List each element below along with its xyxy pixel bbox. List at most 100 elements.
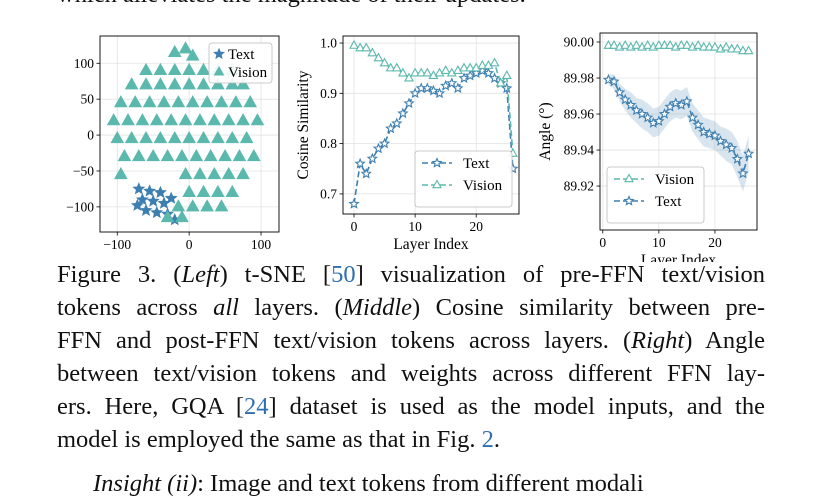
- citation-link[interactable]: 50: [331, 261, 356, 288]
- x-tick-label: 20: [469, 219, 483, 234]
- scatter-point: [135, 113, 150, 126]
- point-marker: [361, 42, 372, 52]
- y-tick-label: 0.7: [320, 186, 337, 201]
- x-tick-label: −100: [103, 237, 131, 252]
- point-marker: [355, 42, 366, 52]
- point-marker: [732, 43, 743, 53]
- y-tick-label: 89.92: [564, 179, 594, 194]
- point-marker: [397, 67, 408, 77]
- scatter-point: [157, 95, 171, 108]
- y-tick-label: −50: [73, 163, 94, 178]
- point-marker: [681, 39, 692, 49]
- point-marker: [489, 57, 500, 67]
- scatter-point: [225, 131, 240, 144]
- caption-text: FFN and post-FFN text/vision tokens acro…: [57, 327, 632, 354]
- legend-label: Text: [463, 156, 490, 172]
- figure-link[interactable]: 2: [481, 426, 494, 453]
- scatter-point: [149, 113, 164, 126]
- scatter-point: [218, 149, 232, 162]
- legend-box: [208, 42, 273, 84]
- point-marker: [488, 72, 501, 84]
- scatter-point: [175, 149, 189, 162]
- point-marker: [709, 41, 720, 51]
- caption-line: FFN and post-FFN text/vision tokens acro…: [57, 324, 765, 357]
- y-tick-label: 89.94: [564, 143, 595, 158]
- scatter-point: [167, 131, 182, 144]
- legend-marker: [213, 47, 225, 60]
- caption-text: model is employed the same as that in Fi…: [57, 426, 482, 453]
- point-marker: [470, 67, 482, 79]
- point-marker: [620, 39, 631, 49]
- scatter-point: [211, 184, 225, 198]
- y-tick-label: 50: [81, 92, 95, 107]
- point-marker: [482, 67, 495, 79]
- scatter-point: [236, 113, 250, 126]
- body-text: Insight (ii): Image and text tokens from…: [93, 470, 644, 498]
- citation-link[interactable]: 24: [244, 393, 269, 420]
- point-marker: [477, 60, 488, 69]
- caption-text: Right: [631, 327, 685, 354]
- point-marker: [465, 62, 476, 72]
- legend-label: Text: [655, 194, 682, 210]
- point-marker: [681, 95, 693, 107]
- scatter-point: [146, 194, 160, 207]
- scatter-point: [232, 149, 247, 162]
- scatter-point: [211, 131, 225, 144]
- point-marker: [721, 41, 732, 51]
- scatter-point: [200, 95, 214, 108]
- legend-label: Text: [228, 47, 255, 63]
- caption-line: tokens across all layers. (Middle) Cosin…: [57, 291, 765, 324]
- scatter-point: [153, 185, 167, 199]
- scatter-point: [182, 131, 196, 144]
- point-marker: [452, 82, 464, 94]
- scatter-point: [110, 131, 125, 144]
- scatter-point: [139, 203, 153, 216]
- point-marker: [642, 39, 653, 49]
- y-tick-label: −100: [66, 199, 94, 214]
- y-tick-label: 89.98: [564, 71, 595, 86]
- point-marker: [483, 60, 494, 69]
- scatter-point: [200, 199, 214, 212]
- point-marker: [404, 72, 414, 82]
- scatter-point: [236, 77, 250, 90]
- scatter-point: [203, 149, 218, 162]
- point-marker: [434, 67, 445, 77]
- y-tick-label: 0.8: [320, 136, 337, 151]
- scatter-point: [211, 77, 225, 90]
- scatter-point: [185, 199, 200, 212]
- point-marker: [416, 67, 427, 77]
- point-marker: [366, 152, 378, 164]
- axes-frame: [99, 35, 280, 233]
- caption-text: tokens across: [57, 294, 214, 321]
- scatter-point: [128, 95, 143, 108]
- point-marker: [391, 117, 403, 129]
- scatter-point: [142, 95, 157, 108]
- scatter-point: [167, 62, 182, 75]
- scatter-point: [196, 184, 211, 198]
- point-marker: [446, 77, 458, 89]
- point-marker: [501, 82, 513, 94]
- point-marker: [631, 39, 642, 49]
- scatter-point: [132, 182, 146, 195]
- scatter-point: [182, 62, 196, 75]
- x-axis-label: Layer Index: [393, 236, 469, 253]
- scatter-point: [121, 113, 135, 126]
- y-axis-label: Angle (°): [537, 102, 554, 160]
- point-marker: [653, 115, 665, 127]
- point-marker: [642, 111, 654, 123]
- caption-text: layers. (: [238, 294, 343, 321]
- caption-line: between text/vision tokens and weights a…: [57, 357, 765, 390]
- legend-marker: [624, 173, 634, 183]
- point-marker: [422, 67, 433, 77]
- scatter-point: [196, 77, 211, 90]
- scatter-point: [132, 149, 146, 162]
- point-marker: [360, 167, 372, 179]
- scatter-point: [178, 113, 193, 126]
- scatter-point: [225, 184, 240, 198]
- x-tick-label: 10: [652, 235, 666, 250]
- scatter-point: [139, 62, 153, 75]
- point-marker: [440, 79, 452, 91]
- body-text: Insight (ii): [93, 470, 198, 497]
- scatter-point: [167, 44, 182, 58]
- point-marker: [625, 99, 637, 110]
